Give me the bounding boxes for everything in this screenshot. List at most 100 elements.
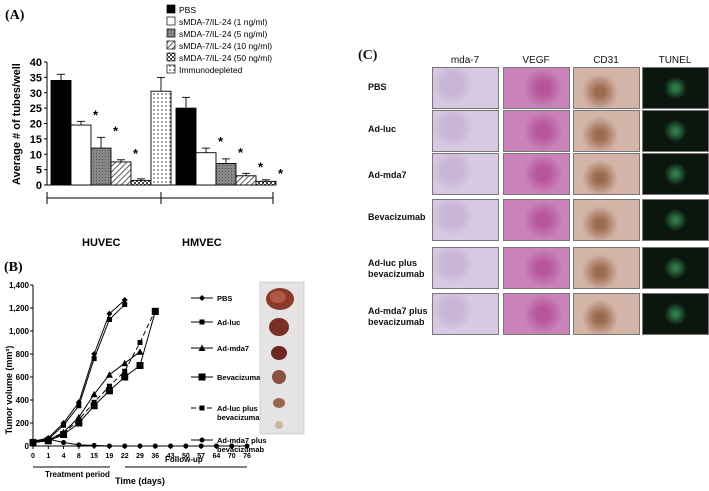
- b-series-line: [32, 311, 156, 444]
- b-point: [61, 440, 67, 446]
- b-point: [199, 295, 205, 301]
- b-xtick-label: 64: [213, 453, 221, 460]
- a-legend-swatch: [166, 52, 176, 62]
- a-ytick-label: 20: [30, 119, 42, 131]
- micrograph-tile: [503, 110, 570, 152]
- panel-c-column-header: mda-7: [450, 55, 480, 66]
- a-ytick-label: 30: [30, 88, 42, 100]
- micrograph-tile: [432, 153, 499, 195]
- b-point: [229, 443, 235, 449]
- b-point: [183, 443, 189, 449]
- b-legend-label: bevacizumab: [217, 413, 265, 422]
- b-point: [121, 296, 128, 303]
- panel-b-xlabel: Time (days): [115, 476, 165, 486]
- micrograph-tile: [642, 67, 709, 109]
- a-bar: [150, 90, 172, 186]
- micrograph-tile: [642, 153, 709, 195]
- b-legend-label: PBS: [217, 294, 232, 303]
- panel-c-row-label: Ad-luc plus bevacizumab: [368, 258, 425, 279]
- a-legend-swatch: [166, 40, 176, 50]
- a-ytick-label: 40: [30, 57, 42, 69]
- a-significance-star: *: [258, 159, 264, 174]
- a-bar: [175, 107, 197, 186]
- b-xtick-label: 57: [197, 453, 205, 460]
- a-group-label: HMVEC: [182, 237, 222, 249]
- b-point: [168, 443, 174, 449]
- micrograph-tile: [503, 153, 570, 195]
- b-series-line: [32, 310, 156, 444]
- b-legend-label: Ad-mda7 plus: [217, 436, 267, 445]
- b-point: [199, 319, 205, 325]
- a-ytick-label: 10: [30, 149, 42, 161]
- b-point: [45, 436, 51, 442]
- b-point: [106, 317, 112, 322]
- b-point: [122, 443, 128, 449]
- b-point: [136, 362, 144, 369]
- micrograph-tile: [573, 293, 640, 335]
- b-ytick-label: 1,400: [9, 281, 30, 290]
- a-significance-star: *: [113, 123, 119, 138]
- panel-c-row-label: PBS: [368, 82, 387, 92]
- b-point: [152, 307, 158, 313]
- b-xtick-label: 0: [31, 453, 35, 460]
- panel-c-row-label: Ad-mda7 plus bevacizumab: [368, 306, 428, 327]
- a-bar: [215, 163, 237, 186]
- b-point: [213, 443, 219, 449]
- micrograph-tile: [642, 247, 709, 289]
- b-ytick-label: 200: [16, 419, 30, 428]
- panel-c-row-label: Ad-luc: [368, 124, 396, 134]
- micrograph-tile: [503, 67, 570, 109]
- b-xtick-label: 15: [90, 453, 98, 460]
- a-legend-label: sMDA-7/IL-24 (5 ng/ml): [179, 29, 267, 39]
- a-bar: [130, 179, 152, 186]
- b-ytick-label: 800: [16, 350, 30, 359]
- b-point: [61, 422, 67, 428]
- b-point: [106, 443, 112, 449]
- b-point: [90, 402, 98, 410]
- a-ytick-label: 35: [30, 72, 42, 84]
- b-xtick-label: 1: [46, 453, 50, 460]
- panel-c-row-label: Ad-mda7: [368, 170, 407, 180]
- b-xtick-label: 70: [228, 453, 236, 460]
- b-period-label: Follow-up: [165, 455, 203, 464]
- b-point: [106, 383, 112, 389]
- a-legend-swatch: [166, 16, 176, 26]
- panel-b-lines: [29, 296, 250, 449]
- b-point: [121, 359, 129, 367]
- micrograph-tile: [573, 247, 640, 289]
- a-bar: [195, 152, 217, 186]
- a-bar: [50, 79, 72, 186]
- a-ytick-label: 5: [36, 165, 42, 177]
- micrograph-tile: [573, 110, 640, 152]
- micrograph-tile: [432, 67, 499, 109]
- b-point: [91, 442, 97, 448]
- micrograph-tile: [642, 199, 709, 241]
- b-point: [30, 440, 36, 446]
- b-point: [136, 348, 144, 355]
- b-point: [122, 368, 128, 374]
- b-point: [76, 403, 82, 409]
- panel-c-row-label: Bevacizumab: [368, 212, 426, 222]
- a-legend-swatch: [166, 28, 176, 38]
- a-significance-star: *: [238, 145, 244, 160]
- b-point: [91, 399, 97, 405]
- b-point: [137, 340, 143, 345]
- panel-a-ylabel: Average # of tubes/well: [11, 63, 23, 185]
- tumor-photo: [259, 281, 305, 435]
- a-legend-label: sMDA-7/IL-24 (10 ng/ml): [179, 41, 272, 51]
- panel-c-label: (C): [358, 48, 378, 63]
- micrograph-tile: [573, 67, 640, 109]
- a-legend-label: sMDA-7/IL-24 (1 ng/ml): [179, 17, 267, 27]
- b-xtick-label: 22: [121, 453, 129, 460]
- a-group-label: HUVEC: [82, 237, 121, 249]
- a-significance-star: *: [218, 134, 224, 149]
- b-period-label: Treatment period: [45, 470, 110, 479]
- b-ytick-label: 400: [16, 396, 30, 405]
- b-point: [61, 430, 67, 436]
- micrograph-tile: [432, 199, 499, 241]
- b-point: [106, 310, 113, 317]
- b-point: [122, 302, 128, 308]
- a-ytick-label: 0: [36, 180, 42, 192]
- b-point: [199, 405, 205, 411]
